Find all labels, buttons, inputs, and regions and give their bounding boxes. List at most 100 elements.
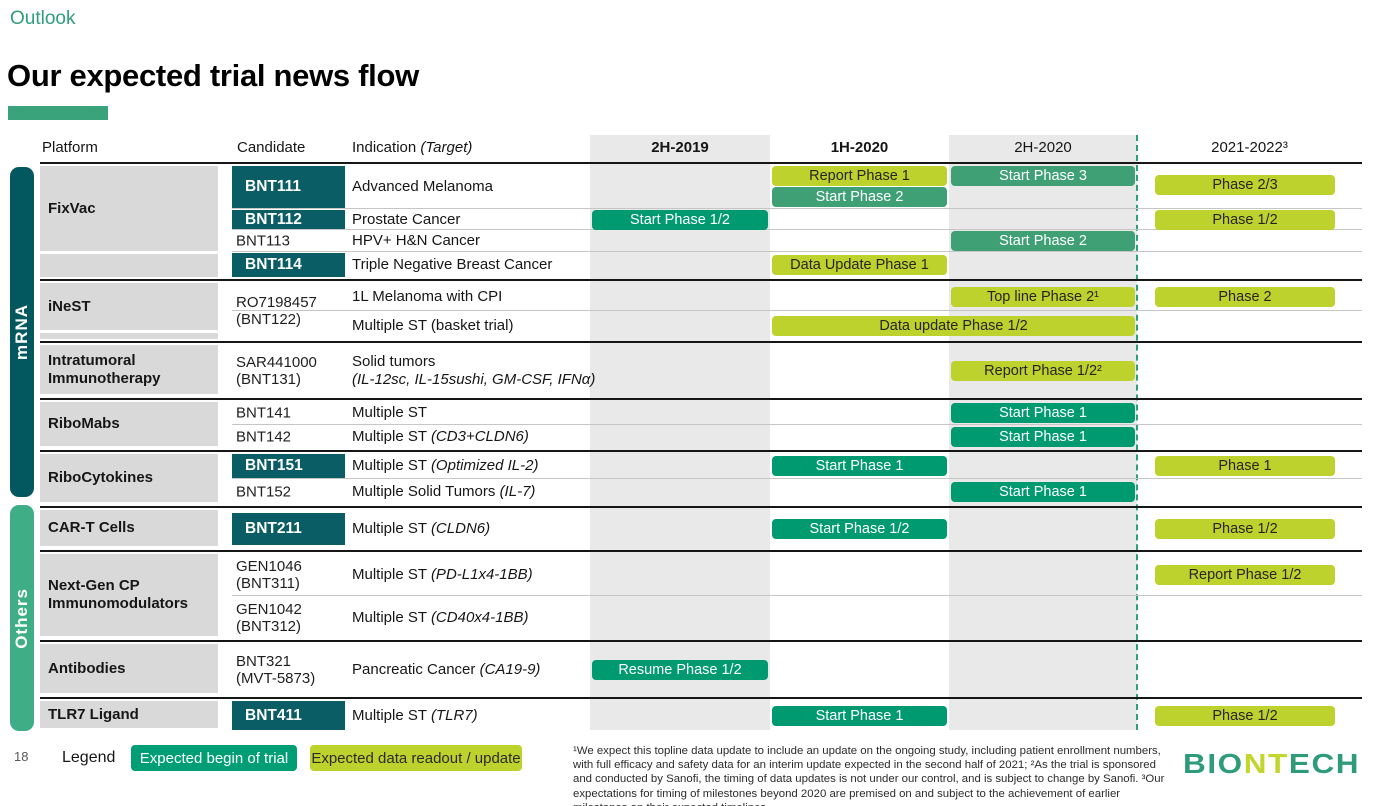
section-ribomabs: RiboMabs BNT141 Multiple ST Start Phase … [40,400,1362,452]
candidate: BNT321 (MVT-5873) [236,652,316,687]
header-period-2h2019: 2H-2019 [651,139,709,156]
timeline-bar: Phase 1/2 [1155,209,1335,230]
timeline-bar: Start Phase 1/2 [592,209,768,230]
table-row: BNT142 Multiple ST (CD3+CLDN6) Start Pha… [40,424,1362,449]
timeline-bar: Start Phase 1 [951,482,1135,502]
group-bar-others: Others [10,505,34,731]
timeline-bar: Data update Phase 1/2 [772,315,1135,336]
table-row: BNT152 Multiple Solid Tumors (IL-7) Star… [40,478,1362,505]
header-platform: Platform [42,139,98,156]
platform-cell: Antibodies [40,644,218,693]
indication: Multiple ST (CD3+CLDN6) [352,428,529,445]
legend-data-readout: Expected data readout / update [310,745,522,771]
legend-label: Legend [62,749,116,766]
logo-part-ech: ECH [1288,749,1361,780]
timeline-bar: Phase 2 [1155,286,1335,307]
table-row: BNT151 Multiple ST (Optimized IL-2) Star… [40,453,1362,479]
header-candidate: Candidate [237,139,306,156]
table-row: GEN1042 (BNT312) Multiple ST (CD40x4-1BB… [40,595,1362,639]
title-accent-bar [8,106,108,120]
timeline-bar: Phase 1/2 [1155,519,1335,539]
indication: HPV+ H&N Cancer [352,232,480,249]
biontech-logo: BIONTECH [1183,749,1360,780]
table-row: BNT321 (MVT-5873) Pancreatic Cancer (CA1… [40,643,1362,696]
candidate-chip: BNT114 [232,253,345,277]
logo-part-bio: BIO [1183,749,1244,780]
platform-cell: RiboMabs [40,402,218,446]
table-body: FixVac BNT111 Advanced Melanoma Report P… [40,162,1362,732]
header-indication: Indication (Target) [352,139,473,156]
platform-cell: CAR-T Cells [40,510,218,546]
timeline-bar: Phase 1/2 [1155,705,1335,726]
timeline-bar: Phase 1 [1155,456,1335,476]
section-ribocytokines: RiboCytokines BNT151 Multiple ST (Optimi… [40,452,1362,508]
trial-timeline-table: Platform Candidate Indication (Target) 2… [40,135,1362,731]
indication: Multiple ST (Optimized IL-2) [352,457,539,474]
table-row: GEN1046 (BNT311) Multiple ST (PD-L1x4-1B… [40,553,1362,596]
timeline-bar: Phase 2/3 [1155,175,1335,195]
timeline-bar: Resume Phase 1/2 [592,659,768,680]
indication: Multiple ST (TLR7) [352,706,478,724]
group-label-mrna: mRNA [12,304,31,360]
timeline-bar: Top line Phase 2¹ [951,286,1135,307]
table-row: BNT114 Triple Negative Breast Cancer Dat… [40,251,1362,278]
indication: Multiple Solid Tumors (IL-7) [352,483,536,500]
table-row: BNT141 Multiple ST Start Phase 1 [40,401,1362,425]
section-tlr7-ligand: TLR7 Ligand BNT411 Multiple ST (TLR7) St… [40,699,1362,732]
column-background-2h2019 [590,135,770,730]
indication: Multiple ST (PD-L1x4-1BB) [352,565,533,583]
platform-label: CAR-T Cells [48,519,135,536]
footnote: ¹We expect this topline data update to i… [573,745,1165,806]
table-row: SAR441000 (BNT131) Solid tumors (IL-12sc… [40,344,1362,397]
indication: Multiple ST (CLDN6) [352,520,491,537]
page-number: 18 [14,749,29,764]
platform-cell: iNeST [40,283,218,330]
platform-label: TLR7 Ligand [48,705,139,723]
header-period-2021-2022: 2021-2022³ [1211,139,1288,156]
candidate-chip: BNT112 [232,210,345,229]
timeline-bar: Start Phase 1 [951,427,1135,447]
platform-label: RiboMabs [48,415,120,432]
candidate: BNT113 [236,232,290,250]
indication: Pancreatic Cancer (CA19-9) [352,660,541,678]
platform-cell-spacer [40,333,218,339]
platform-label: FixVac [48,199,96,217]
platform-cell: TLR7 Ligand [40,701,218,728]
indication: Multiple ST (basket trial) [352,316,514,334]
indication: Solid tumors (IL-12sc, IL-15sushi, GM-CS… [352,352,596,388]
candidate: BNT141 [236,404,292,422]
indication: 1L Melanoma with CPI [352,287,503,305]
table-row: BNT211 Multiple ST (CLDN6) Start Phase 1… [40,509,1362,549]
candidate: BNT142 [236,428,292,446]
timeline-bar: Report Phase 1/2² [951,360,1135,381]
section-antibodies: Antibodies BNT321 (MVT-5873) Pancreatic … [40,642,1362,699]
table-row: BNT112 Prostate Cancer Start Phase 1/2 P… [40,208,1362,230]
platform-cell: FixVac [40,166,218,251]
eyebrow-outlook: Outlook [10,8,76,29]
table-row: Multiple ST (basket trial) Data update P… [40,310,1362,340]
timeline-bar: Start Phase 2 [772,187,947,207]
group-bar-mrna: mRNA [10,167,34,497]
timeline-bar: Start Phase 2 [951,231,1135,251]
table-header: Platform Candidate Indication (Target) 2… [40,135,1362,162]
candidate: SAR441000 (BNT131) [236,353,317,388]
timeline-dashed-divider [1136,135,1138,730]
table-row: BNT113 HPV+ H&N Cancer Start Phase 2 [40,229,1362,252]
legend-begin-of-trial: Expected begin of trial [131,745,297,771]
platform-label: Antibodies [48,659,126,677]
timeline-bar: Data Update Phase 1 [772,255,947,275]
section-cart-cells: CAR-T Cells BNT211 Multiple ST (CLDN6) S… [40,508,1362,552]
candidate-chip: BNT111 [232,166,345,208]
logo-part-nt: NT [1243,749,1289,780]
table-row: 1L Melanoma with CPI Top line Phase 2¹ P… [40,282,1362,311]
indication: Multiple ST [352,404,428,421]
candidate: GEN1046 (BNT311) [236,557,302,592]
indication: Prostate Cancer [352,210,461,228]
section-inest: iNeST RO7198457 (BNT122) 1L Melanoma wit… [40,281,1362,343]
group-label-others: Others [12,587,31,649]
platform-label: RiboCytokines [48,469,154,486]
candidate: GEN1042 (BNT312) [236,600,302,635]
table-row: BNT111 Advanced Melanoma Report Phase 1 … [40,165,1362,209]
timeline-bar: Start Phase 1 [772,705,947,726]
